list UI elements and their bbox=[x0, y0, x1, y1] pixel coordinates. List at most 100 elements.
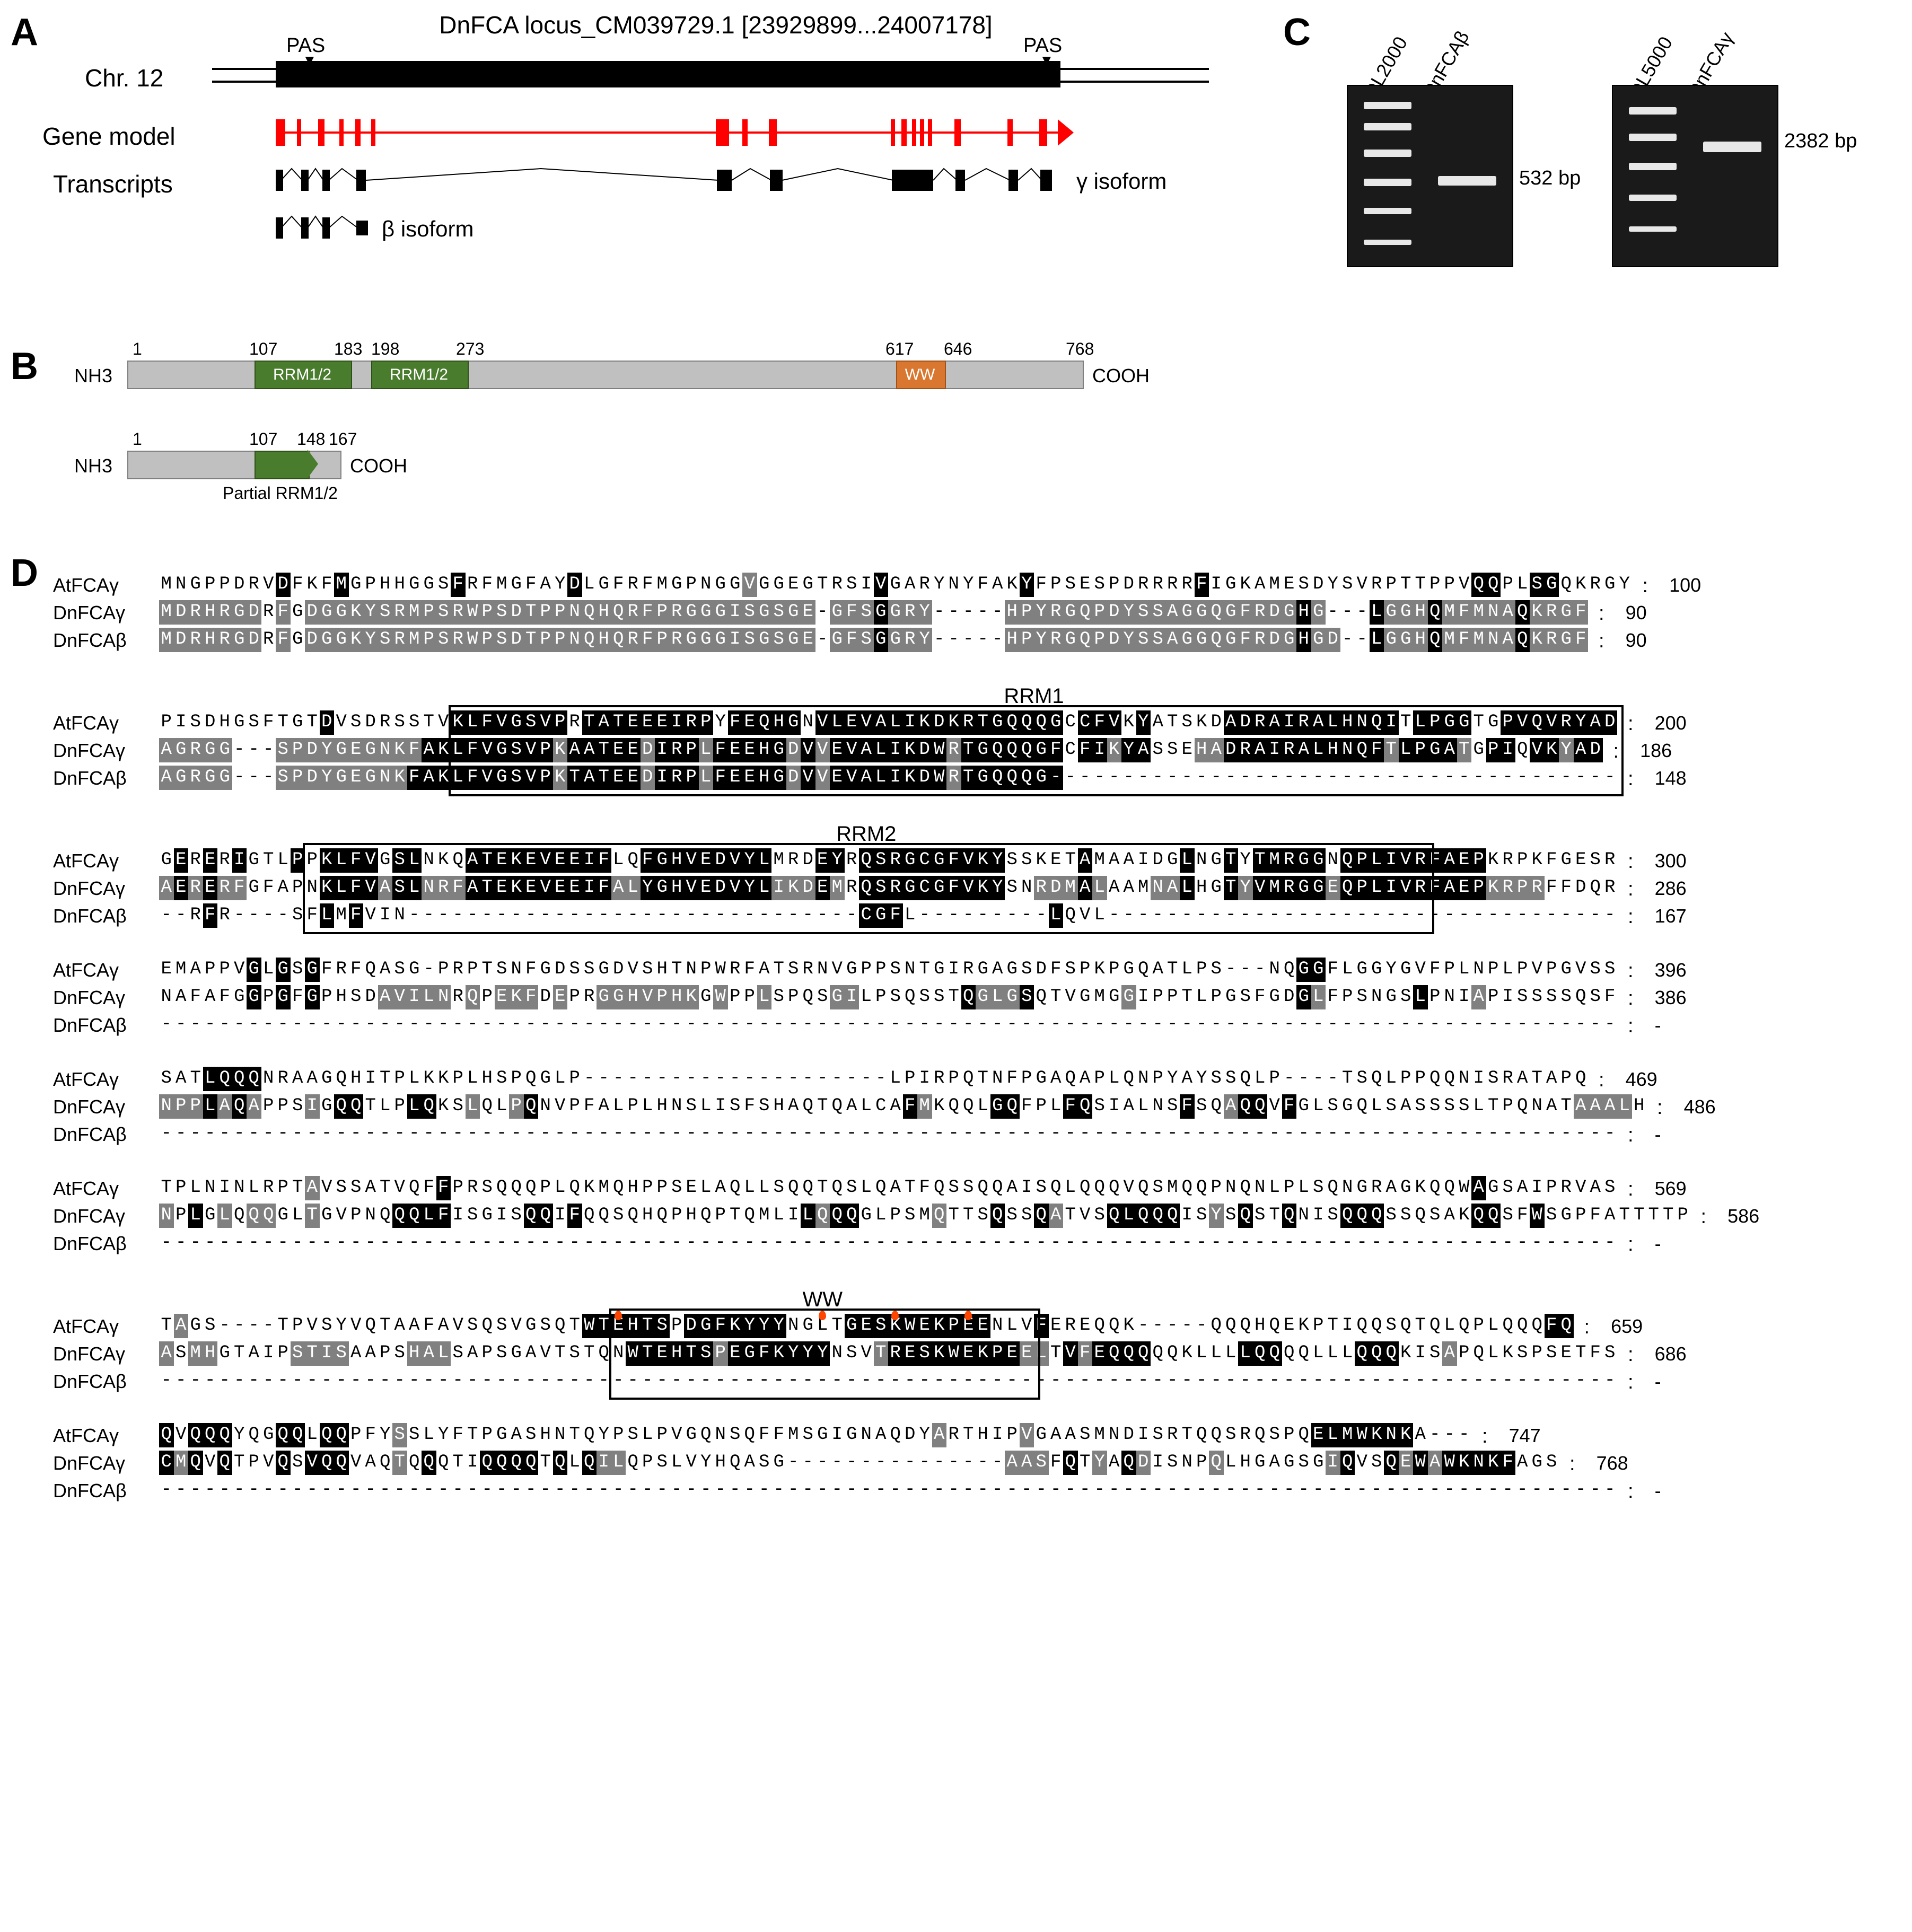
seq-pos: 186 bbox=[1640, 738, 1672, 764]
align-block-6: WWAtFCAγTAGS----TPVSYVQTAAFAVSQSVGSQTWTE… bbox=[53, 1285, 1901, 1397]
seq-name: DnFCAβ bbox=[53, 1478, 159, 1504]
chr-label: Chr. 12 bbox=[85, 64, 163, 92]
align-block-2: RRM2AtFCAγGERERIGTLPPKLFVGSLNKQATEKEVEEI… bbox=[53, 820, 1901, 931]
align-row: DnFCAβ----------------------------------… bbox=[53, 1478, 1901, 1506]
align-row: AtFCAγTAGS----TPVSYVQTAAFAVSQSVGSQTWTEHT… bbox=[53, 1314, 1901, 1341]
nh3-label-2: NH3 bbox=[74, 455, 112, 477]
seq-name: AtFCAγ bbox=[53, 1176, 159, 1202]
seq-name: DnFCAβ bbox=[53, 628, 159, 654]
align-block-1: RRM1AtFCAγPISDHGSFTGTDVSDRSSTVKLFVGSVPRT… bbox=[53, 682, 1901, 793]
pos-617: 617 bbox=[885, 339, 914, 359]
seq-name: DnFCAγ bbox=[53, 738, 159, 764]
align-row: DnFCAγASMHGTAIPSTISAAPSHALSAPSGAVTSTQNWT… bbox=[53, 1341, 1901, 1369]
align-row: DnFCAγNPLGLQQQGLTGVPNQQQLFISGISQQIFQQSQH… bbox=[53, 1204, 1901, 1231]
seq-name: AtFCAγ bbox=[53, 958, 159, 983]
seq-content: NPLGLQQQGLTGVPNQQQLFISGISQQIFQQSQHQPHQPT… bbox=[159, 1204, 1690, 1228]
pos-1b: 1 bbox=[133, 429, 142, 449]
seq-content: ASMHGTAIPSTISAAPSHALSAPSGAVTSTQNWTEHTSPE… bbox=[159, 1341, 1617, 1366]
panel-label-b: B bbox=[11, 345, 38, 388]
align-row: DnFCAβAGRGG---SPDYGEGNKFAKLFVGSVPKTATEED… bbox=[53, 766, 1901, 793]
align-row: DnFCAβ----------------------------------… bbox=[53, 1122, 1901, 1149]
pos-148: 148 bbox=[297, 429, 325, 449]
seq-content: QVQQQYQGQQLQQPFYSSLYFTPGASHNTQYPSLPVGQNS… bbox=[159, 1423, 1471, 1447]
seq-pos: - bbox=[1655, 1369, 1661, 1395]
seq-name: DnFCAγ bbox=[53, 876, 159, 902]
seq-content: NAFAFGGPGFGPHSDAVILNRQPEKFDEPRGGHVPHKGWP… bbox=[159, 985, 1617, 1009]
cooh-label-2: COOH bbox=[350, 455, 407, 477]
seq-content: PISDHGSFTGTDVSDRSSTVKLFVGSVPRTATEEEIRPYF… bbox=[159, 710, 1617, 735]
seq-content: EMAPPVGLGSGFRFQASG-PRPTSNFGDSSGDVSHTNPWR… bbox=[159, 958, 1617, 982]
partial-rrm-text: Partial RRM1/2 bbox=[223, 484, 338, 503]
rrm2-text: RRM1/2 bbox=[376, 366, 461, 384]
domain-box-label: WW bbox=[610, 1285, 1034, 1314]
align-row: DnFCAγCMQVQTPVQSVQQVAQTQQQTIQQQQTQLQILQP… bbox=[53, 1451, 1901, 1478]
nh3-label-1: NH3 bbox=[74, 365, 112, 387]
locus-title: DnFCA locus_CM039729.1 [23929899...24007… bbox=[371, 11, 1060, 39]
panel-label-d: D bbox=[11, 551, 38, 595]
seq-content: ----------------------------------------… bbox=[159, 1122, 1617, 1146]
seq-name: AtFCAγ bbox=[53, 1067, 159, 1093]
pos-273: 273 bbox=[456, 339, 484, 359]
pos-1a: 1 bbox=[133, 339, 142, 359]
align-block-0: AtFCAγMNGPPDRVDFKFMGPHHGGSFRFMGFAYDLGFRF… bbox=[53, 573, 1901, 655]
chr-track bbox=[212, 58, 1209, 90]
align-row: AtFCAγEMAPPVGLGSGFRFQASG-PRPTSNFGDSSGDVS… bbox=[53, 958, 1901, 985]
gamma-isoform-label: γ isoform bbox=[1076, 169, 1167, 194]
panel-c: C DL2000 DnFCAβ 532 bp DL5000 DnFCAγ 238… bbox=[1283, 11, 1893, 276]
align-row: DnFCAγAERERFGFAPNKLFVASLNRFATEKEVEEIFALY… bbox=[53, 876, 1901, 903]
seq-content: GERERIGTLPPKLFVGSLNKQATEKEVEEIFLQFGHVEDV… bbox=[159, 848, 1617, 873]
ww-dot bbox=[615, 1311, 622, 1320]
align-row: AtFCAγGERERIGTLPPKLFVGSLNKQATEKEVEEIFLQF… bbox=[53, 848, 1901, 876]
seq-content: MDRHRGDRFGDGGKYSRMPSRWPSDTPPNQHQRFPRGGGI… bbox=[159, 600, 1588, 625]
seq-pos: - bbox=[1655, 1122, 1661, 1148]
seq-pos: 300 bbox=[1655, 848, 1687, 874]
align-row: DnFCAγMDRHRGDRFGDGGKYSRMPSRWPSDTPPNQHQRF… bbox=[53, 600, 1901, 628]
seq-name: DnFCAγ bbox=[53, 1094, 159, 1120]
align-row: DnFCAβMDRHRGDRFGDGGKYSRMPSRWPSDTPPNQHQRF… bbox=[53, 628, 1901, 655]
seq-name: DnFCAβ bbox=[53, 766, 159, 792]
seq-pos: 90 bbox=[1626, 600, 1647, 626]
seq-name: AtFCAγ bbox=[53, 573, 159, 599]
pos-183: 183 bbox=[334, 339, 362, 359]
panel-label-c: C bbox=[1283, 11, 1311, 54]
align-row: AtFCAγPISDHGSFTGTDVSDRSSTVKLFVGSVPRTATEE… bbox=[53, 710, 1901, 738]
align-row: DnFCAγNAFAFGGPGFGPHSDAVILNRQPEKFDEPRGGHV… bbox=[53, 985, 1901, 1013]
panel-d: D AtFCAγMNGPPDRVDFKFMGPHHGGSFRFMGFAYDLGF… bbox=[11, 562, 1901, 1506]
seq-pos: 768 bbox=[1597, 1451, 1628, 1477]
seq-pos: 469 bbox=[1626, 1067, 1657, 1093]
seq-pos: - bbox=[1655, 1478, 1661, 1504]
align-row: AtFCAγTPLNINLRPTAVSSATVQFFPRSQQQPLQKMQHP… bbox=[53, 1176, 1901, 1204]
panel-label-a: A bbox=[11, 11, 38, 54]
partial-rrm-arrow bbox=[308, 450, 318, 478]
ww-text: WW bbox=[901, 366, 939, 384]
seq-name: DnFCAγ bbox=[53, 600, 159, 626]
seq-name: DnFCAβ bbox=[53, 1122, 159, 1148]
seq-name: DnFCAβ bbox=[53, 1013, 159, 1039]
seq-pos: 148 bbox=[1655, 766, 1687, 792]
gamma-transcript bbox=[212, 164, 1209, 196]
align-block-5: AtFCAγTPLNINLRPTAVSSATVQFFPRSQQQPLQKMQHP… bbox=[53, 1176, 1901, 1259]
rrm1-text: RRM1/2 bbox=[260, 366, 345, 384]
pos-167: 167 bbox=[329, 429, 357, 449]
gene-model-track bbox=[212, 117, 1209, 148]
seq-pos: 200 bbox=[1655, 710, 1687, 736]
align-block-3: AtFCAγEMAPPVGLGSGFRFQASG-PRPTSNFGDSSGDVS… bbox=[53, 958, 1901, 1040]
domain-box-label: RRM2 bbox=[654, 820, 1078, 848]
gene-model-label: Gene model bbox=[42, 122, 176, 151]
seq-pos: 659 bbox=[1611, 1314, 1643, 1340]
gel2-size: 2382 bp bbox=[1784, 130, 1857, 153]
seq-name: AtFCAγ bbox=[53, 1423, 159, 1449]
pos-768: 768 bbox=[1066, 339, 1094, 359]
seq-content: AGRGG---SPDYGEGNKFAKLFVGSVPKAATEEDIRPLFE… bbox=[159, 738, 1603, 762]
align-row: AtFCAγQVQQQYQGQQLQQPFYSSLYFTPGASHNTQYPSL… bbox=[53, 1423, 1901, 1451]
alignment-container: AtFCAγMNGPPDRVDFKFMGPHHGGSFRFMGFAYDLGFRF… bbox=[53, 562, 1901, 1506]
seq-name: DnFCAγ bbox=[53, 1204, 159, 1230]
seq-pos: 386 bbox=[1655, 985, 1687, 1011]
seq-pos: - bbox=[1655, 1013, 1661, 1039]
seq-content: ----------------------------------------… bbox=[159, 1478, 1617, 1503]
seq-content: ----------------------------------------… bbox=[159, 1013, 1617, 1037]
ww-dot bbox=[964, 1311, 972, 1320]
align-row: AtFCAγMNGPPDRVDFKFMGPHHGGSFRFMGFAYDLGFRF… bbox=[53, 573, 1901, 600]
cooh-label-1: COOH bbox=[1092, 365, 1150, 387]
seq-content: AGRGG---SPDYGEGNKFAKLFVGSVPKTATEEDIRPLFE… bbox=[159, 766, 1617, 790]
